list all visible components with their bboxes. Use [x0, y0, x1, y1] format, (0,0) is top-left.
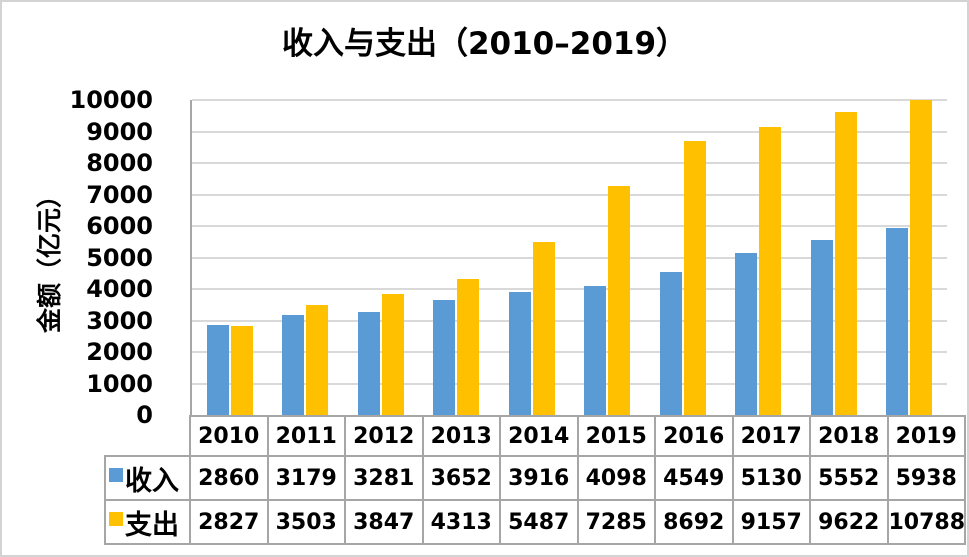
bar-收入-2019 — [886, 228, 909, 415]
y-tick-label-9000: 9000 — [86, 117, 153, 146]
bar-收入-2016 — [659, 272, 682, 415]
table-value-支出-2016: 8692 — [654, 499, 734, 545]
bar-收入-2013 — [433, 300, 456, 415]
year-header-2014: 2014 — [499, 415, 579, 457]
table-value-支出-2013: 4313 — [421, 499, 501, 545]
table-value-支出-2015: 7285 — [576, 499, 656, 545]
year-header-2015: 2015 — [576, 415, 656, 457]
table-value-收入-2018: 5552 — [809, 455, 889, 501]
gridline-4000 — [192, 288, 947, 290]
y-tick-label-2000: 2000 — [86, 338, 153, 366]
table-value-支出-2011: 3503 — [266, 499, 346, 545]
table-value-支出-2019: 10788 — [886, 499, 966, 545]
table-value-收入-2014: 3916 — [499, 455, 579, 501]
year-header-2017: 2017 — [731, 415, 811, 457]
year-header-2019: 2019 — [886, 415, 966, 457]
gridline-9000 — [192, 130, 947, 133]
bar-支出-2010 — [230, 326, 253, 415]
legend-label-支出: 支出 — [125, 509, 179, 541]
year-header-2011: 2011 — [266, 415, 346, 457]
bar-group-2011 — [268, 100, 344, 415]
gridline-8000 — [192, 162, 947, 164]
table-value-收入-2010: 2860 — [189, 455, 269, 501]
y-tick-label-7000: 7000 — [86, 180, 153, 209]
table-corner-cell — [105, 416, 190, 456]
bar-支出-2013 — [457, 279, 480, 415]
bar-group-2013 — [419, 100, 495, 415]
bar-支出-2017 — [759, 127, 782, 415]
y-tick-label-1000: 1000 — [86, 369, 153, 398]
bar-收入-2015 — [584, 286, 607, 415]
table-value-支出-2018: 9622 — [809, 499, 889, 545]
bar-收入-2012 — [357, 312, 380, 415]
y-tick-label-10000: 10000 — [69, 86, 154, 114]
bar-支出-2014 — [532, 242, 555, 415]
y-tick-label-6000: 6000 — [86, 212, 153, 240]
bar-group-2017 — [721, 100, 797, 415]
bar-支出-2015 — [608, 186, 631, 415]
table-value-收入-2019: 5938 — [886, 455, 966, 501]
gridline-10000 — [192, 99, 947, 101]
legend-swatch-支出 — [109, 512, 123, 526]
bar-支出-2011 — [306, 305, 329, 415]
y-tick-label-5000: 5000 — [86, 243, 153, 272]
bar-支出-2018 — [834, 112, 857, 415]
y-tick-label-3000: 3000 — [86, 306, 153, 335]
legend-cell-收入: 收入 — [104, 455, 191, 501]
gridline-2000 — [192, 351, 947, 353]
bar-收入-2011 — [282, 315, 305, 415]
year-header-2018: 2018 — [809, 415, 889, 457]
gridline-1000 — [192, 382, 947, 385]
bar-group-2010 — [192, 100, 268, 415]
bar-收入-2017 — [735, 253, 758, 415]
year-header-2010: 2010 — [189, 415, 269, 457]
bar-收入-2018 — [810, 240, 833, 415]
bar-group-2014 — [494, 100, 570, 415]
table-value-支出-2012: 3847 — [344, 499, 424, 545]
table-value-收入-2012: 3281 — [344, 455, 424, 501]
y-tick-label-8000: 8000 — [86, 149, 153, 177]
gridline-7000 — [192, 193, 947, 196]
table-value-支出-2014: 5487 — [499, 499, 579, 545]
gridline-5000 — [192, 256, 947, 259]
year-header-2012: 2012 — [344, 415, 424, 457]
table-value-收入-2016: 4549 — [654, 455, 734, 501]
table-value-收入-2015: 4098 — [576, 455, 656, 501]
legend-cell-支出: 支出 — [104, 499, 191, 545]
y-tick-label-0: 0 — [136, 401, 153, 429]
bar-group-2018 — [796, 100, 872, 415]
bar-group-2015 — [570, 100, 646, 415]
data-table: 2010 2011 2012 2013 2014 2015 2016 2017 2018 2019… — [104, 415, 966, 545]
chart-title: 收入与支出（2010–2019） — [281, 26, 688, 62]
bar-支出-2012 — [381, 294, 404, 415]
table-value-支出-2017: 9157 — [731, 499, 811, 545]
year-header-2016: 2016 — [654, 415, 734, 457]
bar-group-2019 — [872, 100, 948, 415]
gridline-3000 — [192, 319, 947, 322]
table-value-收入-2011: 3179 — [266, 455, 346, 501]
legend-label-收入: 收入 — [125, 465, 179, 497]
y-tick-label-4000: 4000 — [86, 275, 153, 303]
legend-swatch-收入 — [109, 468, 123, 482]
plot-area — [190, 99, 948, 415]
bar-group-2016 — [645, 100, 721, 415]
bar-收入-2014 — [508, 292, 531, 415]
table-value-支出-2010: 2827 — [189, 499, 269, 545]
table-value-收入-2017: 5130 — [731, 455, 811, 501]
bar-收入-2010 — [206, 325, 229, 415]
bar-group-2012 — [343, 100, 419, 415]
year-header-2013: 2013 — [421, 415, 501, 457]
table-value-收入-2013: 3652 — [421, 455, 501, 501]
bar-支出-2019 — [910, 100, 933, 415]
gridline-6000 — [192, 225, 947, 227]
bar-支出-2016 — [683, 141, 706, 415]
